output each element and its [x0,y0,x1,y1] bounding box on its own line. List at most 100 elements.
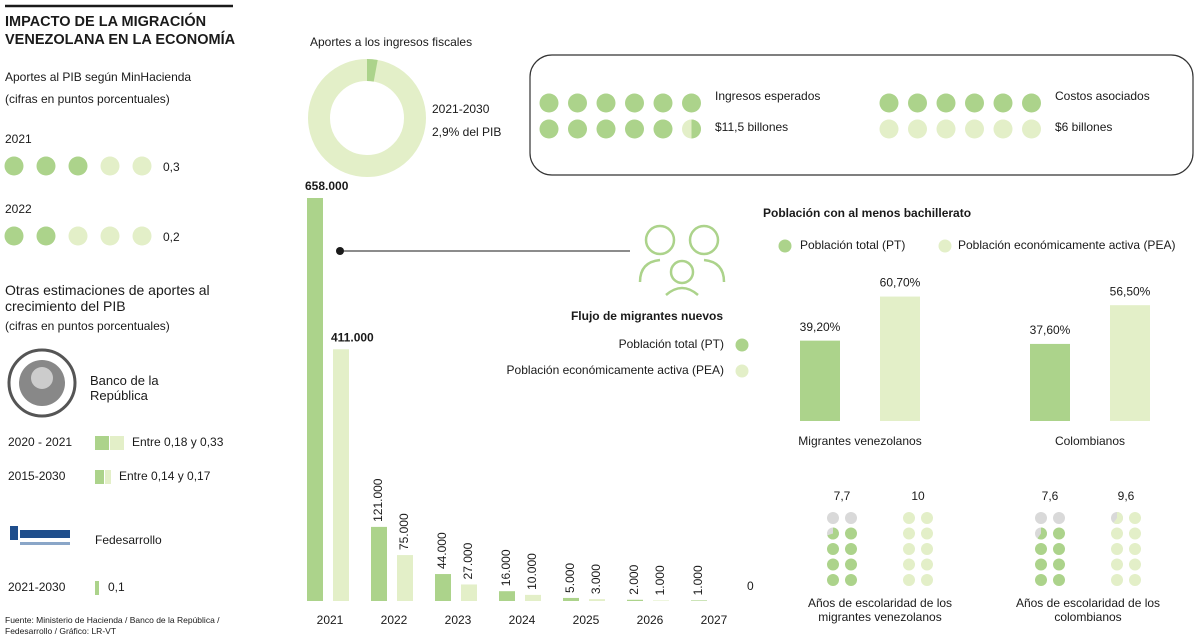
item-name: Ingresos esperados [715,89,820,103]
dot [903,543,915,555]
dot [36,156,56,176]
dot [845,543,857,555]
dot [682,93,701,113]
x-tick-label: 2023 [445,613,472,627]
legend-swatch [735,364,749,378]
chart-title: Población con al menos bachillerato [763,206,971,220]
section-subtitle: (cifras en puntos porcentuales) [5,319,170,333]
dot [921,574,933,586]
bar [461,584,477,601]
bar [397,555,413,601]
data-label: 60,70% [880,276,921,290]
source-note: Fuente: Ministerio de Hacienda / Banco d… [5,615,220,636]
data-label: 16.000 [499,549,513,586]
legend-swatch [735,338,749,352]
category-label: Años de escolaridad de los colombianos [1015,596,1161,624]
bar [589,599,605,601]
dot [625,93,644,113]
data-label: 1.000 [691,565,705,595]
dot [993,119,1013,139]
dot [845,574,857,586]
dot [845,558,857,571]
range-swatch [105,470,111,484]
dot [1053,512,1065,524]
dot [625,119,644,139]
dot [539,119,559,139]
dot [965,119,984,139]
dot [936,119,956,139]
dot-fill [827,527,840,540]
chart-title: Flujo de migrantes nuevos [571,309,723,323]
dot [845,527,857,540]
section-title: Aportes a los ingresos fiscales [310,35,472,49]
dot [903,558,915,571]
x-tick-label: 2022 [381,613,408,627]
year-label: 2021 [5,132,32,146]
dot [1129,574,1141,586]
data-label: 9,6 [1118,489,1135,503]
data-label: 121.000 [371,478,385,522]
legend-label: Población económicamente activa (PEA) [958,238,1175,252]
dot [653,119,673,139]
dot-fill [1037,527,1047,540]
dot [921,512,933,524]
dot [921,558,933,571]
data-label: 1.000 [653,565,667,595]
dot [539,93,559,113]
dot [596,93,616,113]
share-label: 2,9% del PIB [432,125,501,139]
dot [827,543,839,555]
bar [1030,343,1070,421]
period-label: 2020 - 2021 [8,435,72,449]
legend-swatch [938,239,952,253]
dot [827,558,839,571]
dot [908,93,927,113]
dot [993,93,1013,113]
dot [965,93,984,113]
dot [1129,558,1141,571]
dot [4,226,24,246]
dot [1111,574,1123,586]
dot [879,93,899,113]
dot [100,226,120,246]
legend-label: Población total (PT) [619,337,724,351]
item-value: $11,5 billones [715,120,788,134]
dot [1053,543,1065,555]
range-label: 0,1 [108,580,125,594]
range-swatch [110,436,124,450]
data-label: 10 [911,489,925,503]
range-swatch [95,436,109,450]
period-label: 2021-2030 [432,102,490,116]
dot [903,527,915,540]
value-label: 0,2 [163,230,180,244]
data-label: 7,7 [834,489,851,503]
dot [845,512,857,524]
dot [1022,119,1041,139]
source-name: Banco de la República [90,373,159,403]
bar [435,574,451,601]
dot [1111,543,1123,555]
dot [596,119,616,139]
dot [1129,512,1141,524]
data-label: 5.000 [563,563,577,593]
legend-label: Población económicamente activa (PEA) [507,363,724,377]
x-tick-label: 2025 [573,613,600,627]
dot [903,574,915,586]
x-tick-label: 2021 [317,613,344,627]
banco-logo [7,348,77,418]
x-tick-label: Colombianos [1055,434,1125,448]
dot [921,527,933,540]
dot-fill [691,119,701,139]
dot [36,226,56,246]
data-label: 75.000 [397,513,411,550]
dot [1129,543,1141,555]
bar [691,600,707,601]
legend-label: Población total (PT) [800,238,905,252]
dot [1053,574,1065,586]
data-label: 39,20% [800,320,841,334]
connector-dot [336,247,344,255]
bar [371,526,387,601]
section-title: Aportes al PIB según MinHacienda [5,70,191,84]
